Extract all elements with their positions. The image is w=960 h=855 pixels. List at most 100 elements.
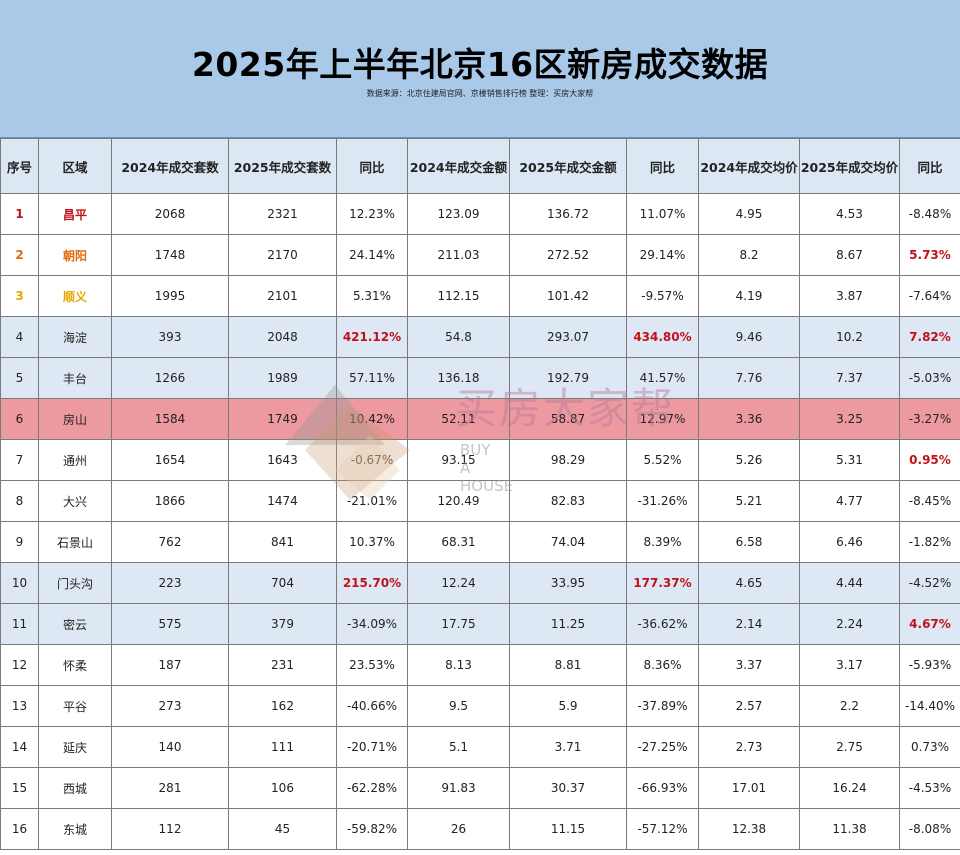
table-cell: 57.11% (336, 357, 408, 399)
table-cell: 112.15 (407, 275, 510, 317)
table-cell: -62.28% (336, 767, 408, 809)
table-cell: 4.95 (698, 193, 800, 235)
table-cell: -21.01% (336, 480, 408, 522)
table-cell: 68.31 (407, 521, 510, 563)
table-cell: 82.83 (509, 480, 627, 522)
table-cell: 91.83 (407, 767, 510, 809)
table-cell: 379 (228, 603, 337, 645)
table-cell: 2068 (111, 193, 229, 235)
table-cell: 2.75 (799, 726, 900, 768)
district-cell: 昌平 (38, 193, 112, 235)
table-row: 4 海淀 393 2048 421.12% 54.8 293.07 434.80% 9.46 10… (0, 316, 960, 358)
district-cell: 朝阳 (38, 234, 112, 276)
table-cell: 13 (0, 685, 39, 727)
district-cell: 东城 (38, 808, 112, 850)
district-cell: 密云 (38, 603, 112, 645)
table-cell: -9.57% (626, 275, 699, 317)
table-cell: 2.14 (698, 603, 800, 645)
table-cell: -1.82% (899, 521, 960, 563)
district-cell: 平谷 (38, 685, 112, 727)
table-cell: 111 (228, 726, 337, 768)
table-cell: 33.95 (509, 562, 627, 604)
column-header: 2025年成交金额 (509, 138, 627, 194)
table-cell: 41.57% (626, 357, 699, 399)
table-cell: 98.29 (509, 439, 627, 481)
table-cell: 7 (0, 439, 39, 481)
table-cell: 9.5 (407, 685, 510, 727)
column-header: 序号 (0, 138, 39, 194)
table-cell: 8.2 (698, 234, 800, 276)
table-cell: 6.46 (799, 521, 900, 563)
table-cell: 4.19 (698, 275, 800, 317)
table-cell: -57.12% (626, 808, 699, 850)
table-cell: -66.93% (626, 767, 699, 809)
table-row: 14 延庆 140 111 -20.71% 5.1 3.71 -27.25% 2.73 2.75 0… (0, 726, 960, 768)
table-cell: 8.39% (626, 521, 699, 563)
table-cell: 1989 (228, 357, 337, 399)
column-header: 2025年成交套数 (228, 138, 337, 194)
column-header: 2024年成交均价 (698, 138, 800, 194)
table-header-row: 序号 区域 2024年成交套数 2025年成交套数 同比 2024年成交金额 2025年成交… (0, 138, 960, 194)
table-cell: 177.37% (626, 562, 699, 604)
table-cell: -4.52% (899, 562, 960, 604)
table-cell: 7.82% (899, 316, 960, 358)
district-cell: 房山 (38, 398, 112, 440)
table-cell: 17.75 (407, 603, 510, 645)
table-cell: 9.46 (698, 316, 800, 358)
table-cell: 16.24 (799, 767, 900, 809)
table-row: 7 通州 1654 1643 -0.67% 93.15 98.29 5.52% 5.26 5.31… (0, 439, 960, 481)
table-cell: 293.07 (509, 316, 627, 358)
table-cell: 231 (228, 644, 337, 686)
table-cell: 8 (0, 480, 39, 522)
table-cell: 74.04 (509, 521, 627, 563)
table-cell: 12.97% (626, 398, 699, 440)
table-cell: 1 (0, 193, 39, 235)
table-cell: 6 (0, 398, 39, 440)
table-cell: -20.71% (336, 726, 408, 768)
table-cell: 3.17 (799, 644, 900, 686)
table-cell: 3.87 (799, 275, 900, 317)
table-cell: 112 (111, 808, 229, 850)
table-row: 15 西城 281 106 -62.28% 91.83 30.37 -66.93% 17.01 1… (0, 767, 960, 809)
table-cell: 29.14% (626, 234, 699, 276)
table-cell: 5 (0, 357, 39, 399)
column-header: 同比 (336, 138, 408, 194)
table-cell: -0.67% (336, 439, 408, 481)
district-cell: 怀柔 (38, 644, 112, 686)
table-cell: 4.67% (899, 603, 960, 645)
table-cell: 5.73% (899, 234, 960, 276)
table-cell: -8.08% (899, 808, 960, 850)
table-cell: 1266 (111, 357, 229, 399)
table-cell: 5.26 (698, 439, 800, 481)
table-cell: -5.03% (899, 357, 960, 399)
district-cell: 海淀 (38, 316, 112, 358)
table-cell: -37.89% (626, 685, 699, 727)
table-cell: 575 (111, 603, 229, 645)
table-cell: 54.8 (407, 316, 510, 358)
district-cell: 西城 (38, 767, 112, 809)
table-cell: 10 (0, 562, 39, 604)
table-row: 8 大兴 1866 1474 -21.01% 120.49 82.83 -31.26% 5.21… (0, 480, 960, 522)
table-row: 16 东城 112 45 -59.82% 26 11.15 -57.12% 12.38 11.38… (0, 808, 960, 850)
table-cell: 1866 (111, 480, 229, 522)
table-cell: 2.57 (698, 685, 800, 727)
table-cell: 10.37% (336, 521, 408, 563)
table-cell: 2.2 (799, 685, 900, 727)
table-cell: 8.13 (407, 644, 510, 686)
sales-data-table: 序号 区域 2024年成交套数 2025年成交套数 同比 2024年成交金额 2025年成交… (0, 138, 960, 850)
table-cell: 2.73 (698, 726, 800, 768)
table-cell: 11.38 (799, 808, 900, 850)
page-header: 2025年上半年北京16区新房成交数据 数据来源：北京住建局官网、京楼销售排行榜… (0, 0, 960, 138)
table-cell: 704 (228, 562, 337, 604)
table-cell: 8.81 (509, 644, 627, 686)
table-cell: 2321 (228, 193, 337, 235)
table-cell: 162 (228, 685, 337, 727)
table-cell: 8.67 (799, 234, 900, 276)
table-cell: 12.38 (698, 808, 800, 850)
table-cell: 93.15 (407, 439, 510, 481)
table-cell: 6.58 (698, 521, 800, 563)
table-cell: -36.62% (626, 603, 699, 645)
table-cell: 2.24 (799, 603, 900, 645)
column-header: 同比 (626, 138, 699, 194)
table-cell: 215.70% (336, 562, 408, 604)
